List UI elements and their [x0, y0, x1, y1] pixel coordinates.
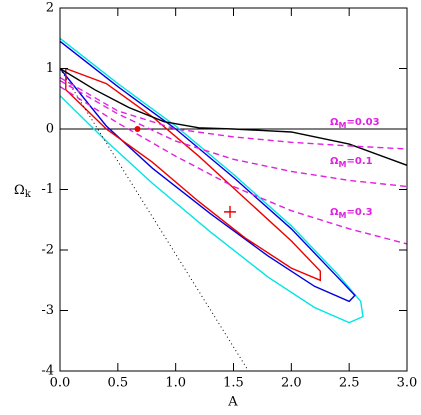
curve — [65, 67, 321, 282]
x-tick-label: 2.5 — [339, 376, 360, 391]
annotation-text: =0.03 — [346, 117, 379, 128]
annotation-symbol: Ω — [330, 117, 339, 128]
annotation-subscript: M — [339, 211, 347, 220]
y-axis-subscript: k — [25, 189, 32, 200]
y-tick-label: -1 — [41, 182, 54, 197]
y-tick-label: -4 — [41, 364, 54, 379]
annotation-text: =0.1 — [346, 156, 372, 167]
annotation-symbol: Ω — [330, 207, 339, 218]
annotation-symbol: Ω — [330, 156, 339, 167]
y-axis-label: Ωk — [14, 183, 32, 200]
curve — [60, 76, 407, 150]
curve — [60, 79, 407, 188]
curve — [60, 67, 407, 166]
y-tick-label: 0 — [46, 122, 54, 137]
annotation: ΩM=0.1 — [330, 156, 373, 169]
annotation-text: =0.3 — [346, 207, 372, 218]
x-tick-label: 0.0 — [50, 376, 71, 391]
y-tick-label: 2 — [46, 1, 54, 16]
point — [134, 126, 141, 132]
y-tick-label: 1 — [46, 61, 54, 76]
curve — [60, 86, 407, 245]
plot-frame — [59, 7, 408, 372]
x-tick-label: 0.5 — [107, 376, 128, 391]
curve — [60, 37, 364, 324]
annotation-subscript: M — [339, 160, 347, 169]
x-tick-label: 1.5 — [223, 376, 244, 391]
point — [224, 205, 237, 218]
annotation: ΩM=0.03 — [330, 117, 380, 130]
x-tick-label: 1.0 — [165, 376, 186, 391]
x-axis-label: A — [227, 395, 238, 410]
curve — [60, 40, 356, 303]
annotation-subscript: M — [339, 121, 347, 130]
x-tick-label: 2.0 — [281, 376, 302, 391]
x-tick-label: 3.0 — [397, 376, 418, 391]
y-tick-label: -2 — [41, 243, 54, 258]
plot-area — [60, 37, 407, 371]
y-tick-label: -3 — [41, 303, 54, 318]
y-axis-symbol: Ω — [14, 183, 25, 198]
annotation: ΩM=0.3 — [330, 207, 373, 220]
